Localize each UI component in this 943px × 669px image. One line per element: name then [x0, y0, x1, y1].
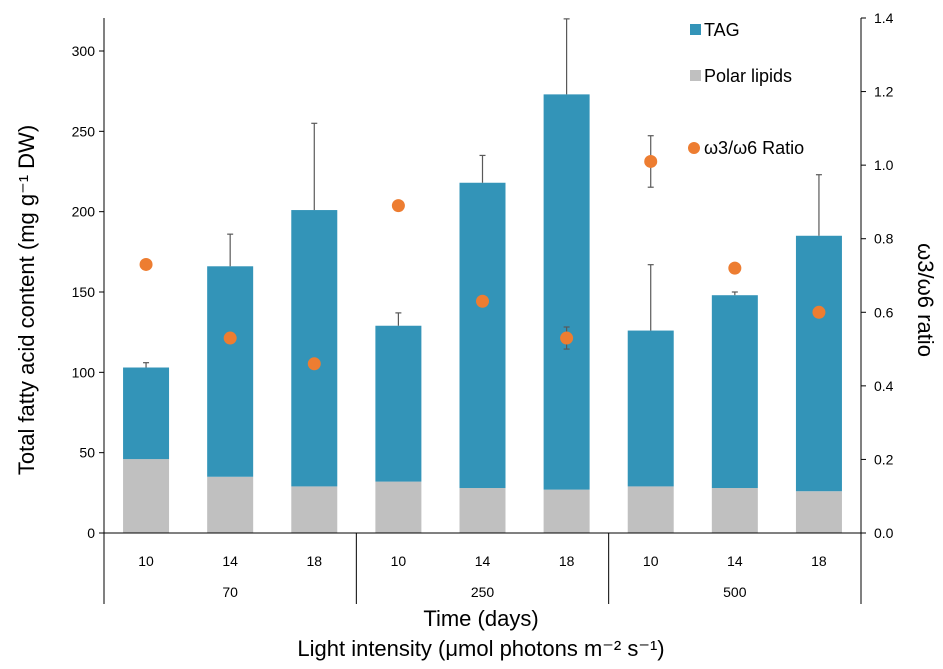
x-tick-label: 10	[138, 553, 154, 569]
x-tick-label: 18	[811, 553, 827, 569]
y-axis-title: Total fatty acid content (mg g⁻¹ DW)	[14, 125, 39, 475]
y-tick-label: 250	[72, 123, 96, 139]
ratio-point	[644, 154, 658, 168]
legend-label-ratio: ω3/ω6 Ratio	[704, 138, 804, 158]
x-tick-label: 14	[727, 553, 743, 569]
legend-marker-ratio	[688, 142, 700, 154]
ratio-point	[391, 199, 405, 213]
bar-polar-lipids	[795, 491, 842, 533]
y2-tick-label: 1.4	[874, 10, 894, 26]
x-group-label: 250	[471, 584, 495, 600]
y-tick-label: 50	[79, 445, 95, 461]
bar-tag	[543, 94, 590, 490]
y2-tick-label: 1.2	[874, 84, 894, 100]
tick-labels-layer: 0 50 100 150 200 250 300 0.0 0.2 0.4 0.6 0.8 1.0 1.2 1…	[72, 10, 894, 600]
y-tick-label: 200	[72, 204, 96, 220]
x-axis-title-2: Light intensity (μmol photons m⁻² s⁻¹)	[297, 636, 664, 661]
legend-label-polar: Polar lipids	[704, 66, 792, 86]
y2-tick-label: 0.4	[874, 378, 894, 394]
y-tick-label: 300	[72, 43, 96, 59]
x-tick-label: 14	[475, 553, 491, 569]
bar-tag	[291, 210, 338, 487]
bar-polar-lipids	[123, 459, 170, 533]
bar-polar-lipids	[291, 486, 338, 533]
ratio-point	[307, 357, 321, 371]
bar-polar-lipids	[711, 488, 758, 533]
x-group-label: 500	[723, 584, 747, 600]
bar-tag	[375, 325, 422, 482]
x-group-label: 70	[222, 584, 238, 600]
y2-tick-label: 0.0	[874, 525, 894, 541]
y-tick-label: 150	[72, 284, 96, 300]
y2-axis-title: ω3/ω6 ratio	[913, 243, 938, 357]
x-tick-label: 18	[559, 553, 575, 569]
legend-swatch-polar	[690, 70, 701, 81]
bar-tag	[207, 266, 254, 477]
ratio-point	[560, 331, 574, 345]
bar-polar-lipids	[543, 489, 590, 533]
y2-tick-label: 1.0	[874, 157, 894, 173]
axes-layer	[99, 17, 866, 604]
x-tick-label: 10	[391, 553, 407, 569]
y2-tick-label: 0.8	[874, 231, 894, 247]
x-tick-label: 18	[306, 553, 322, 569]
bar-polar-lipids	[459, 488, 506, 533]
bar-tag	[795, 235, 842, 492]
ratio-point	[139, 257, 153, 271]
ratio-point	[223, 331, 237, 345]
error-bars-layer	[143, 18, 822, 368]
bar-tag	[459, 182, 506, 489]
x-axis-title: Time (days)	[423, 606, 538, 631]
bar-tag	[627, 330, 674, 487]
bar-polar-lipids	[207, 476, 254, 533]
y2-tick-label: 0.2	[874, 451, 894, 467]
bar-tag	[711, 295, 758, 489]
bars-layer	[123, 94, 842, 533]
legend-label-tag: TAG	[704, 20, 740, 40]
bar-polar-lipids	[627, 486, 674, 533]
y2-tick-label: 0.6	[874, 304, 894, 320]
ratio-points-layer	[139, 154, 826, 371]
ratio-point	[728, 261, 742, 275]
bar-tag	[123, 367, 170, 460]
x-tick-label: 10	[643, 553, 659, 569]
legend-swatch-tag	[690, 24, 701, 35]
ratio-point	[476, 294, 489, 308]
y-tick-label: 0	[87, 525, 95, 541]
legend: TAG Polar lipids ω3/ω6 Ratio	[688, 20, 804, 158]
bar-polar-lipids	[375, 481, 422, 533]
x-tick-label: 14	[222, 553, 238, 569]
y-tick-label: 100	[72, 364, 96, 380]
ratio-point	[812, 305, 826, 319]
